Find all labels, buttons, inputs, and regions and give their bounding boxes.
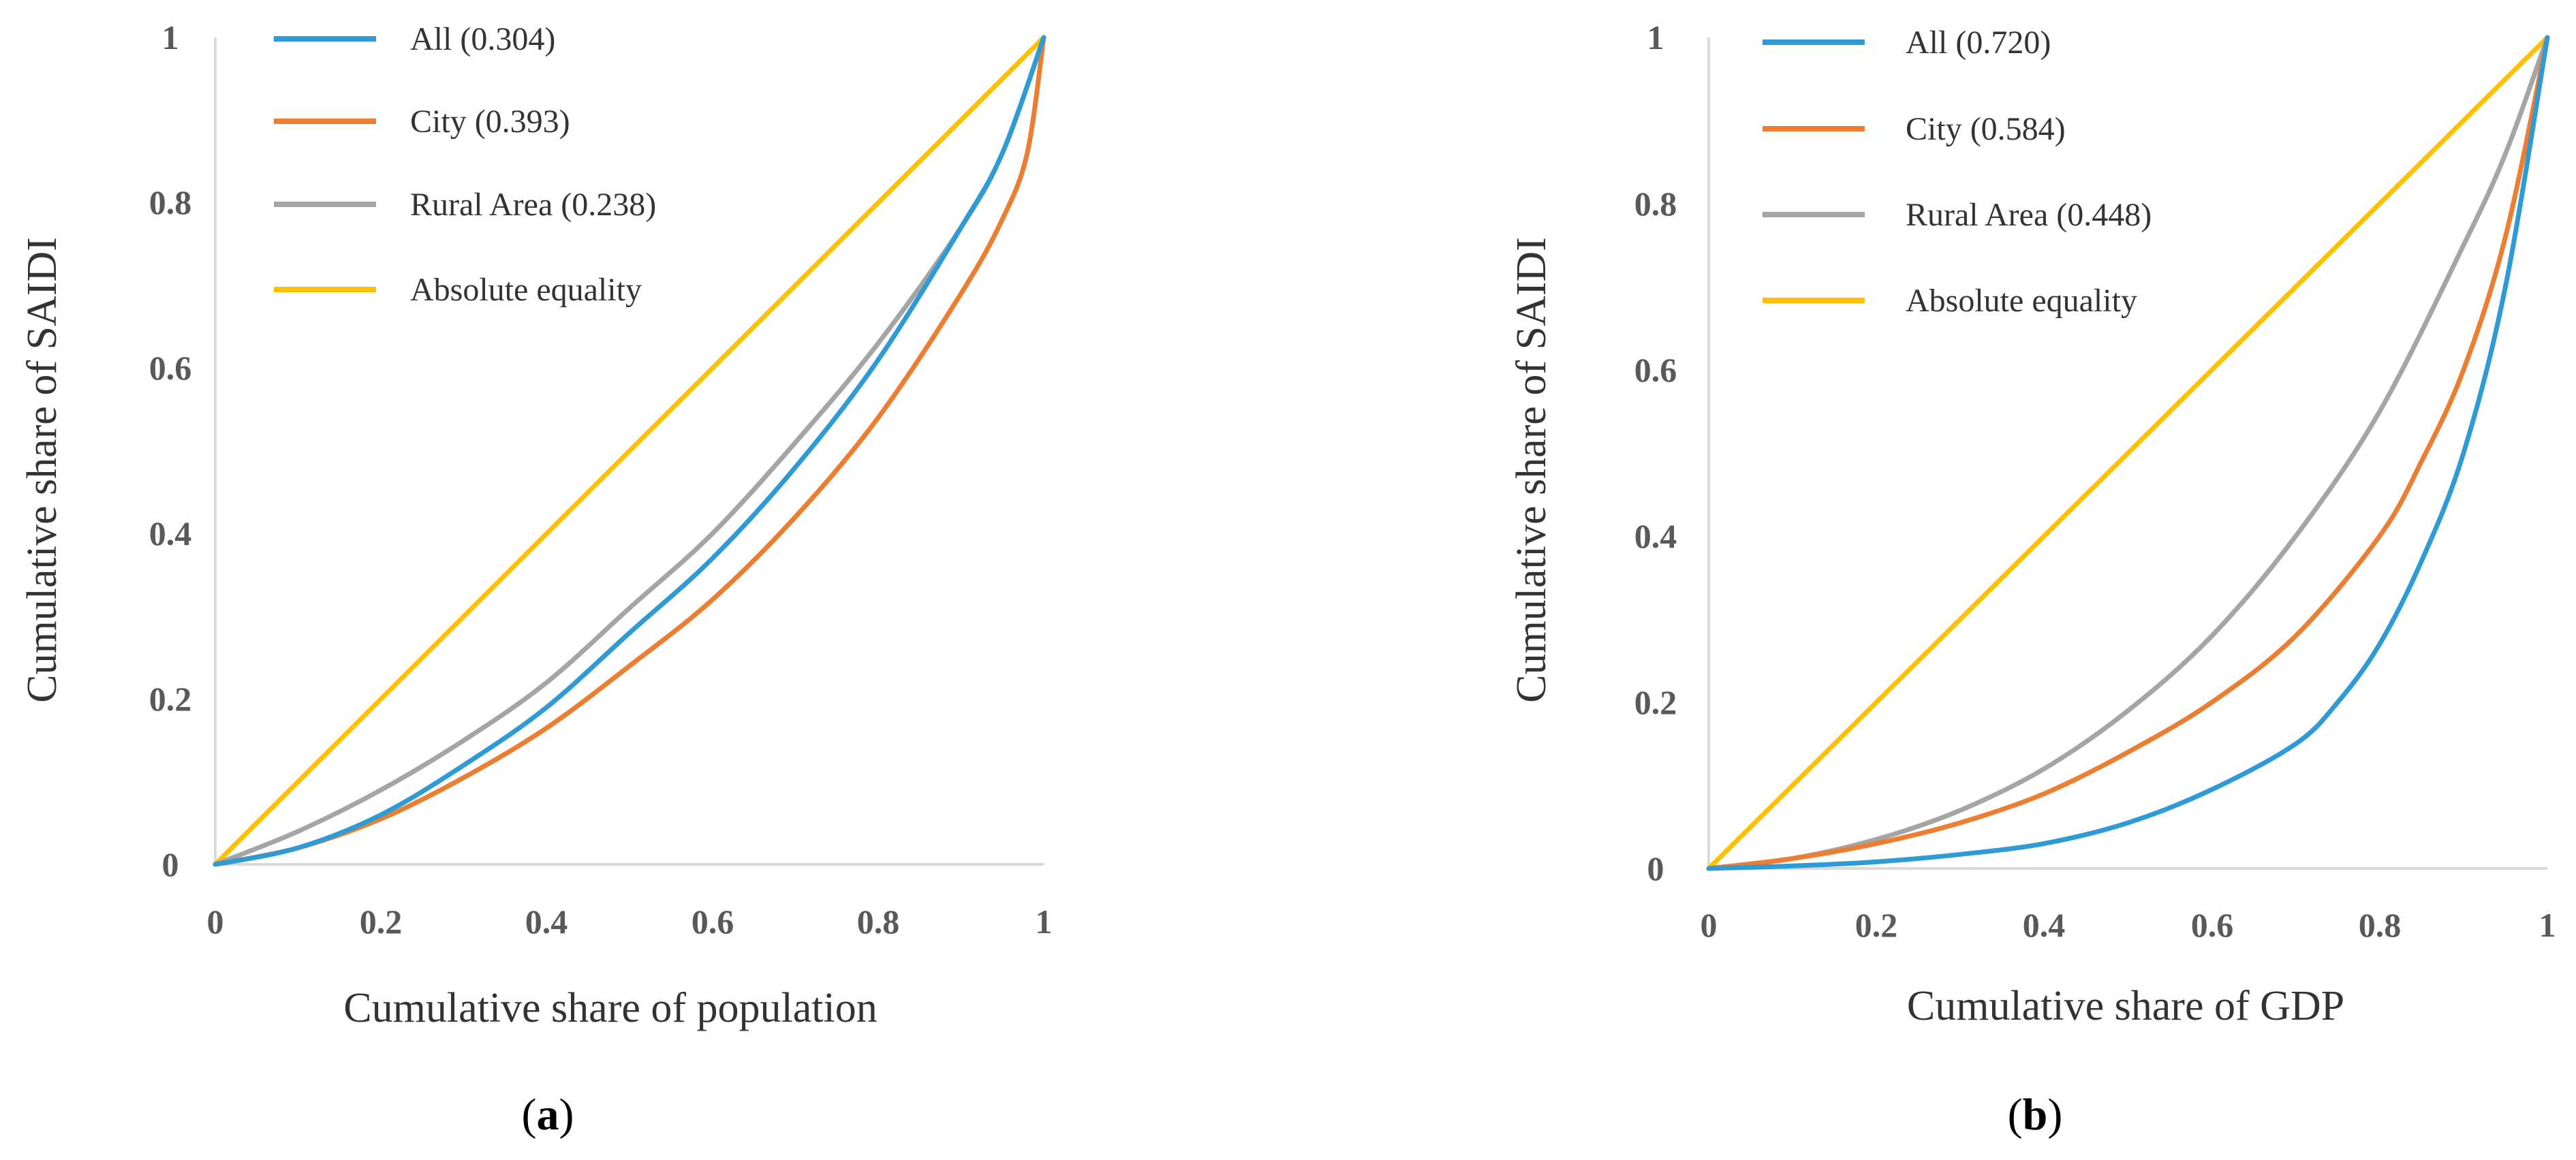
chart-a-y-tick: 1 [162, 18, 179, 57]
chart-b-y-tick: 1 [1647, 18, 1664, 57]
chart-a-y-tick: 0 [162, 845, 179, 883]
chart-b-x-tick: 0 [1701, 906, 1718, 944]
chart-a-caption-close: ) [559, 1090, 574, 1140]
chart-b-x-tick: 0.4 [2023, 906, 2066, 944]
chart-b-series-layer [1706, 35, 2550, 871]
chart-b-y-tick: 0 [1647, 849, 1664, 888]
chart-a-x-tick: 0.6 [692, 903, 734, 941]
chart-a-y-tick: 0.8 [149, 183, 192, 221]
chart-b-legend-label-rural-area: Rural Area (0.448) [1906, 197, 2152, 233]
chart-a-legend-label-city: City (0.393) [410, 104, 570, 140]
chart-b-line-city [1706, 35, 2550, 871]
chart-a-line-city [213, 35, 1046, 867]
chart-b-caption-close: ) [2047, 1090, 2062, 1140]
chart-a-y-tick: 0.6 [149, 349, 192, 387]
chart-a-y-axis-title: Cumulative share of SAIDI [19, 237, 65, 703]
chart-a-x-axis-title: Cumulative share of population [343, 985, 877, 1031]
chart-b-line-all [1706, 35, 2550, 871]
chart-a-x-tick: 0 [207, 903, 224, 941]
chart-a-legend-label-rural-area: Rural Area (0.238) [410, 187, 656, 223]
chart-b-x-tick: 0.8 [2359, 906, 2402, 944]
chart-a-line-absolute-equality [213, 35, 1046, 867]
chart-a-y-tick: 0.2 [149, 680, 192, 718]
chart-b-legend-label-absolute-equality: Absolute equality [1906, 283, 2137, 319]
chart-b-caption-letter: b [2023, 1090, 2048, 1140]
chart-b-x-tick: 0.6 [2191, 906, 2234, 944]
chart-b-x-tick: 0.2 [1855, 906, 1898, 944]
chart-a-x-tick: 0.2 [360, 903, 403, 941]
chart-b-y-axis-title: Cumulative share of SAIDI [1508, 237, 1555, 703]
chart-b-y-tick: 0.2 [1634, 683, 1677, 721]
chart-a-series-layer [213, 35, 1046, 867]
chart-b-legend-label-all: All (0.720) [1906, 25, 2051, 61]
chart-a-caption-letter: a [537, 1090, 559, 1140]
chart-a-y-tick: 0.4 [149, 514, 192, 552]
chart-a-x-tick: 0.4 [525, 903, 568, 941]
chart-a-legend: All (0.304) City (0.393) Rural Area (0.2… [274, 21, 656, 308]
chart-b-y-tick: 0.4 [1634, 517, 1677, 555]
chart-b-x-tick: 1 [2539, 906, 2556, 944]
chart-a-x-tick: 0.8 [857, 903, 900, 941]
chart-a-caption-open: ( [522, 1090, 537, 1140]
chart-b-legend: All (0.720) City (0.584) Rural Area (0.4… [1763, 25, 2152, 319]
chart-b-y-tick: 0.8 [1634, 185, 1677, 223]
chart-b-y-tick: 0.6 [1634, 351, 1677, 389]
chart-a-x-tick: 1 [1036, 903, 1053, 941]
chart-b-line-absolute-equality [1706, 35, 2550, 871]
chart-b-legend-label-city: City (0.584) [1906, 111, 2066, 147]
chart-a-legend-label-all: All (0.304) [410, 21, 555, 57]
chart-b-caption-open: ( [2008, 1090, 2023, 1140]
chart-b: 0 0.2 0.4 0.6 0.8 1 0 0.2 0.4 0.6 0.8 1 … [1508, 18, 2556, 1140]
chart-a-caption: (a) [522, 1090, 574, 1140]
chart-a-line-all [213, 35, 1046, 867]
chart-b-line-rural-area [1706, 35, 2550, 871]
chart-b-x-axis-title: Cumulative share of GDP [1907, 983, 2344, 1029]
chart-a-legend-label-absolute-equality: Absolute equality [410, 272, 642, 308]
chart-a: 0 0.2 0.4 0.6 0.8 1 0 0.2 0.4 0.6 0.8 1 … [19, 18, 1053, 1140]
chart-b-caption: (b) [2008, 1090, 2063, 1140]
